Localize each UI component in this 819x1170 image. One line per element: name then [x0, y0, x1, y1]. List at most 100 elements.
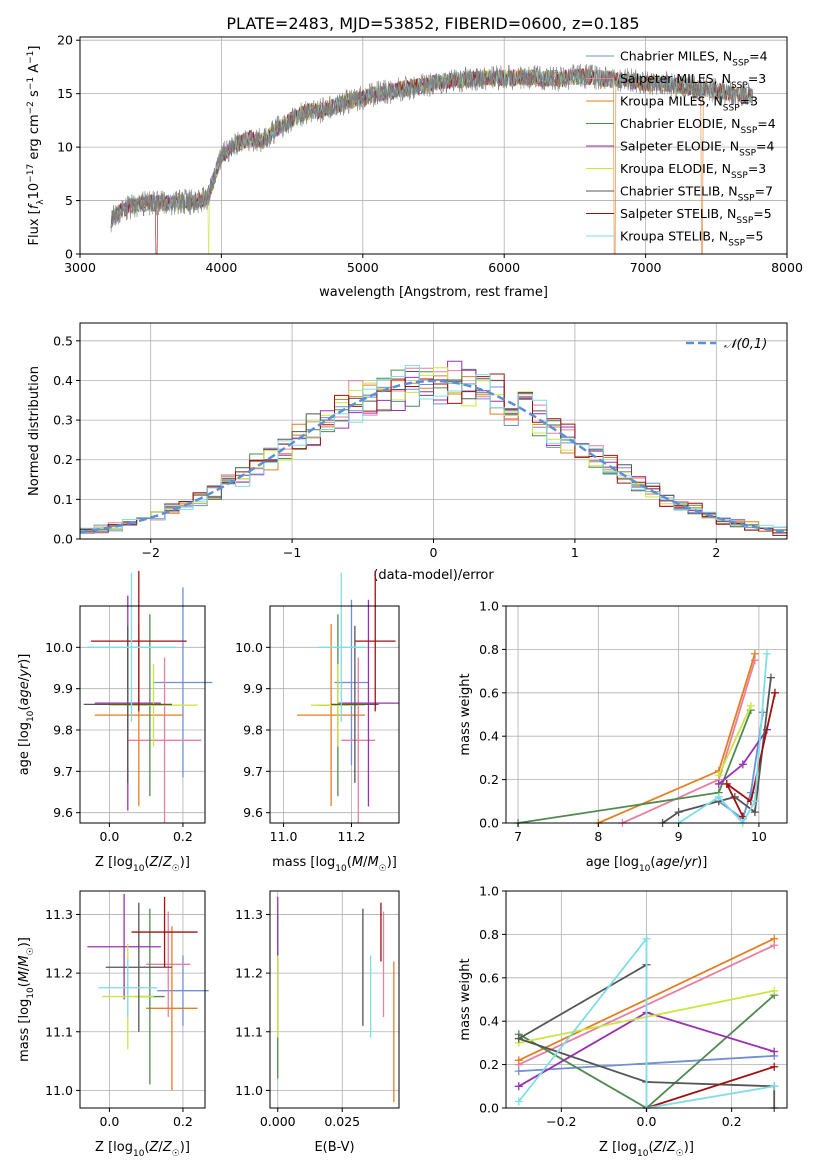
legend-label: Chabrier MILES, NSSP=4 — [620, 49, 768, 69]
legend-label: Kroupa ELODIE, NSSP=3 — [620, 161, 766, 181]
x-tick-label: 0.025 — [324, 1114, 360, 1129]
panel-mass_age: 11.0 11.2 9.6 9.7 9.8 9.9 10.0 mass [log10(M/M☉… — [235, 570, 400, 874]
errorbar-point — [98, 958, 158, 1018]
data-spectrum-line — [110, 63, 754, 233]
ticks: −0.2 0.0 0.2 0.0 0.2 0.4 0.6 0.8 1.0 — [479, 884, 741, 1130]
y-tick-label: 0.0 — [53, 532, 73, 547]
weight-line — [662, 677, 772, 824]
plot-area — [83, 570, 213, 823]
legend-label: Chabrier STELIB, NSSP=7 — [620, 184, 773, 204]
y-tick-label: 0.0 — [479, 1101, 499, 1116]
weight-marker — [746, 701, 755, 710]
y-tick-label: 11.3 — [45, 907, 73, 922]
weight-marker — [714, 779, 723, 788]
y-axis-label: Flux [fλ10−17 erg cm−2 s−1 A−1] — [26, 46, 46, 246]
weight-marker — [642, 934, 651, 943]
errorbar-point — [146, 926, 198, 1091]
y-tick-label: 10 — [57, 140, 73, 155]
y-tick-label: 9.7 — [53, 764, 73, 779]
y-tick-label: 11.1 — [45, 1024, 73, 1039]
errorbar-point — [87, 572, 176, 722]
legend-label: Salpeter STELIB, NSSP=5 — [620, 206, 772, 226]
weight-marker — [514, 1056, 523, 1065]
errorbar-point — [354, 570, 396, 712]
errorbar-point — [157, 955, 209, 1026]
y-tick-label: 0 — [65, 247, 73, 262]
weight-line — [646, 1065, 775, 1109]
x-tick-label: 6000 — [488, 260, 520, 275]
x-tick-label: 2 — [712, 545, 720, 560]
y-tick-label: 9.7 — [243, 764, 263, 779]
weight-marker — [722, 779, 731, 788]
x-tick-label: 8 — [594, 829, 602, 844]
errorbar-point — [341, 657, 376, 823]
y-tick-label: 0.3 — [53, 413, 73, 428]
panel-Z_weight: −0.2 0.0 0.2 0.0 0.2 0.4 0.6 0.8 1.0 Z [log10(Z/Z… — [458, 884, 788, 1159]
normal-curve — [79, 379, 788, 534]
grid-lines — [80, 891, 205, 1108]
errorbar-point — [127, 657, 202, 823]
legend-label: Salpeter ELODIE, NSSP=4 — [620, 139, 775, 159]
weight-marker — [514, 1034, 523, 1043]
y-tick-label: 0.4 — [479, 1014, 499, 1029]
y-tick-label: 0.6 — [479, 970, 499, 985]
y-tick-label: 5 — [65, 193, 73, 208]
hist-kroupa-elodie — [80, 367, 787, 534]
plot-area — [297, 570, 399, 823]
plot-area — [87, 893, 209, 1091]
x-tick-label: 1 — [571, 545, 579, 560]
errorbar-point — [109, 663, 198, 747]
x-axis-label: age [log10(age/yr)] — [586, 855, 708, 874]
ticks: 3000 4000 5000 6000 7000 8000 0 5 10 15 20 — [57, 33, 803, 275]
x-tick-label: 0.2 — [173, 1114, 193, 1129]
y-tick-label: 20 — [57, 33, 73, 48]
y-tick-label: 11.1 — [235, 1024, 263, 1039]
y-axis-label: Normed distribution — [27, 366, 42, 496]
weight-marker — [770, 688, 779, 697]
x-axis-label: Z [log10(Z/Z☉)] — [95, 1140, 190, 1159]
x-tick-label: −1 — [283, 545, 301, 560]
y-tick-label: 11.3 — [235, 907, 263, 922]
x-tick-label: 3000 — [64, 260, 96, 275]
y-tick-label: 1.0 — [479, 884, 499, 899]
model-line-salpeter-stelib — [110, 68, 753, 254]
axes-frame — [79, 605, 206, 824]
grid-lines — [270, 891, 399, 1108]
axes-frame — [269, 605, 400, 824]
weight-marker — [770, 1082, 779, 1091]
y-tick-label: 0.2 — [53, 452, 73, 467]
errorbar-point — [146, 911, 191, 1018]
x-axis-label: Z [log10(Z/Z☉)] — [599, 1140, 694, 1159]
errorbar-point — [317, 572, 366, 722]
y-tick-label: 9.8 — [53, 723, 73, 738]
weight-series — [514, 706, 755, 827]
x-tick-label: 0.0 — [99, 829, 119, 844]
y-tick-label: 0.2 — [479, 1057, 499, 1072]
axes-frame — [505, 890, 788, 1109]
y-tick-label: 0.8 — [479, 927, 499, 942]
errorbar-point — [297, 624, 366, 807]
y-tick-label: 0.4 — [53, 373, 73, 388]
weight-marker — [750, 797, 759, 806]
weight-marker — [714, 771, 723, 780]
weight-marker — [514, 1097, 523, 1106]
grid-lines — [506, 605, 787, 824]
errorbar-point — [334, 599, 369, 766]
weight-marker — [750, 808, 759, 817]
y-tick-label: 9.6 — [243, 805, 263, 820]
x-tick-label: 7000 — [630, 260, 662, 275]
weight-marker — [674, 808, 683, 817]
x-axis-label: mass [log10(M/M☉)] — [272, 855, 397, 874]
legend: 𝒩(0,1) — [686, 337, 767, 352]
x-tick-label: 8000 — [771, 260, 803, 275]
plot-area — [79, 360, 788, 536]
y-tick-label: 0.8 — [479, 642, 499, 657]
axes-frame — [79, 890, 206, 1109]
weight-marker — [766, 673, 775, 682]
x-tick-label: −2 — [141, 545, 159, 560]
errorbar-point — [310, 663, 366, 747]
x-axis-label: wavelength [Angstrom, rest frame] — [319, 285, 548, 300]
weight-marker — [770, 1047, 779, 1056]
plot-area — [277, 896, 395, 1103]
x-tick-label: 5000 — [347, 260, 379, 275]
